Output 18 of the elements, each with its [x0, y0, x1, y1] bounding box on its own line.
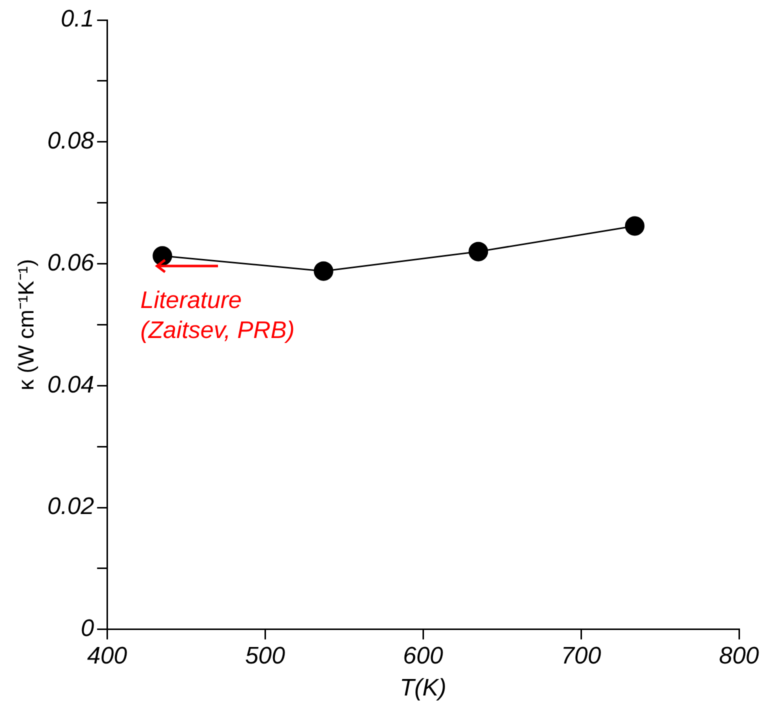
x-tick-label: 500	[245, 642, 286, 670]
x-axis-title: T(K)	[400, 674, 446, 702]
point	[314, 261, 334, 281]
x-tick-label: 700	[561, 642, 602, 670]
y-tick-label: 0.1	[60, 6, 94, 33]
annotation: Literature (Zaitsev, PRB)	[140, 286, 295, 346]
y-axis-title: κ (W cm⁻¹K⁻¹)	[13, 259, 38, 390]
y-tick-label: 0.08	[47, 128, 95, 155]
y-tick-label: 0	[80, 615, 95, 642]
point	[152, 246, 172, 266]
x-tick-label: 800	[718, 642, 760, 670]
x-tick-label: 600	[403, 642, 444, 670]
y-tick-label: 0.02	[47, 493, 94, 520]
y-tick-label: 0.06	[47, 249, 95, 276]
point	[624, 216, 644, 236]
x-tick-label: 400	[87, 642, 128, 670]
point	[468, 242, 488, 262]
y-tick-label: 0.04	[47, 371, 94, 398]
